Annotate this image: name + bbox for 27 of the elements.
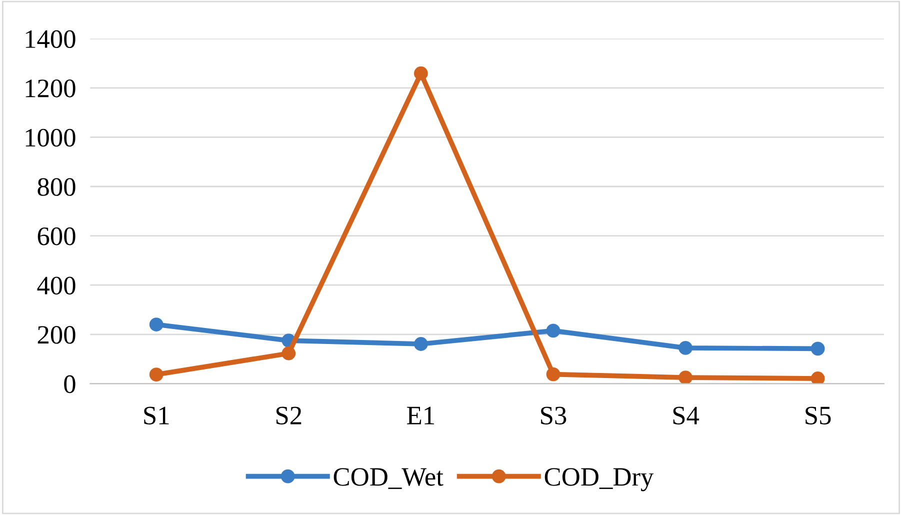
- legend-label: COD_Wet: [334, 468, 444, 489]
- y-tick-label: 200: [38, 326, 76, 344]
- point: [678, 370, 692, 384]
- legend-label: COD_Dry: [544, 468, 654, 492]
- x-tick-label: S1: [144, 406, 169, 424]
- y-tick-label: 1400: [26, 30, 76, 48]
- point: [282, 346, 296, 360]
- y-tick-label: 0: [64, 375, 76, 394]
- point: [149, 368, 164, 382]
- point: [414, 337, 428, 351]
- point: [546, 367, 560, 382]
- point: [546, 324, 560, 338]
- y-tick-label: 600: [38, 227, 76, 246]
- y-tick-label: 1000: [26, 128, 76, 147]
- point: [149, 318, 164, 332]
- point: [678, 340, 692, 355]
- x-tick-label: S4: [673, 406, 700, 424]
- x-tick-label: S3: [541, 406, 566, 424]
- y-tick-label: 400: [37, 276, 76, 295]
- x-tick-label: S2: [276, 406, 302, 424]
- x-tick-label: E1: [407, 406, 434, 424]
- y-tick-label: 800: [38, 178, 76, 196]
- point: [414, 66, 428, 80]
- y-tick-label: 1200: [26, 80, 76, 98]
- point: [810, 342, 825, 356]
- x-tick-label: S5: [806, 406, 831, 424]
- point: [810, 372, 825, 384]
